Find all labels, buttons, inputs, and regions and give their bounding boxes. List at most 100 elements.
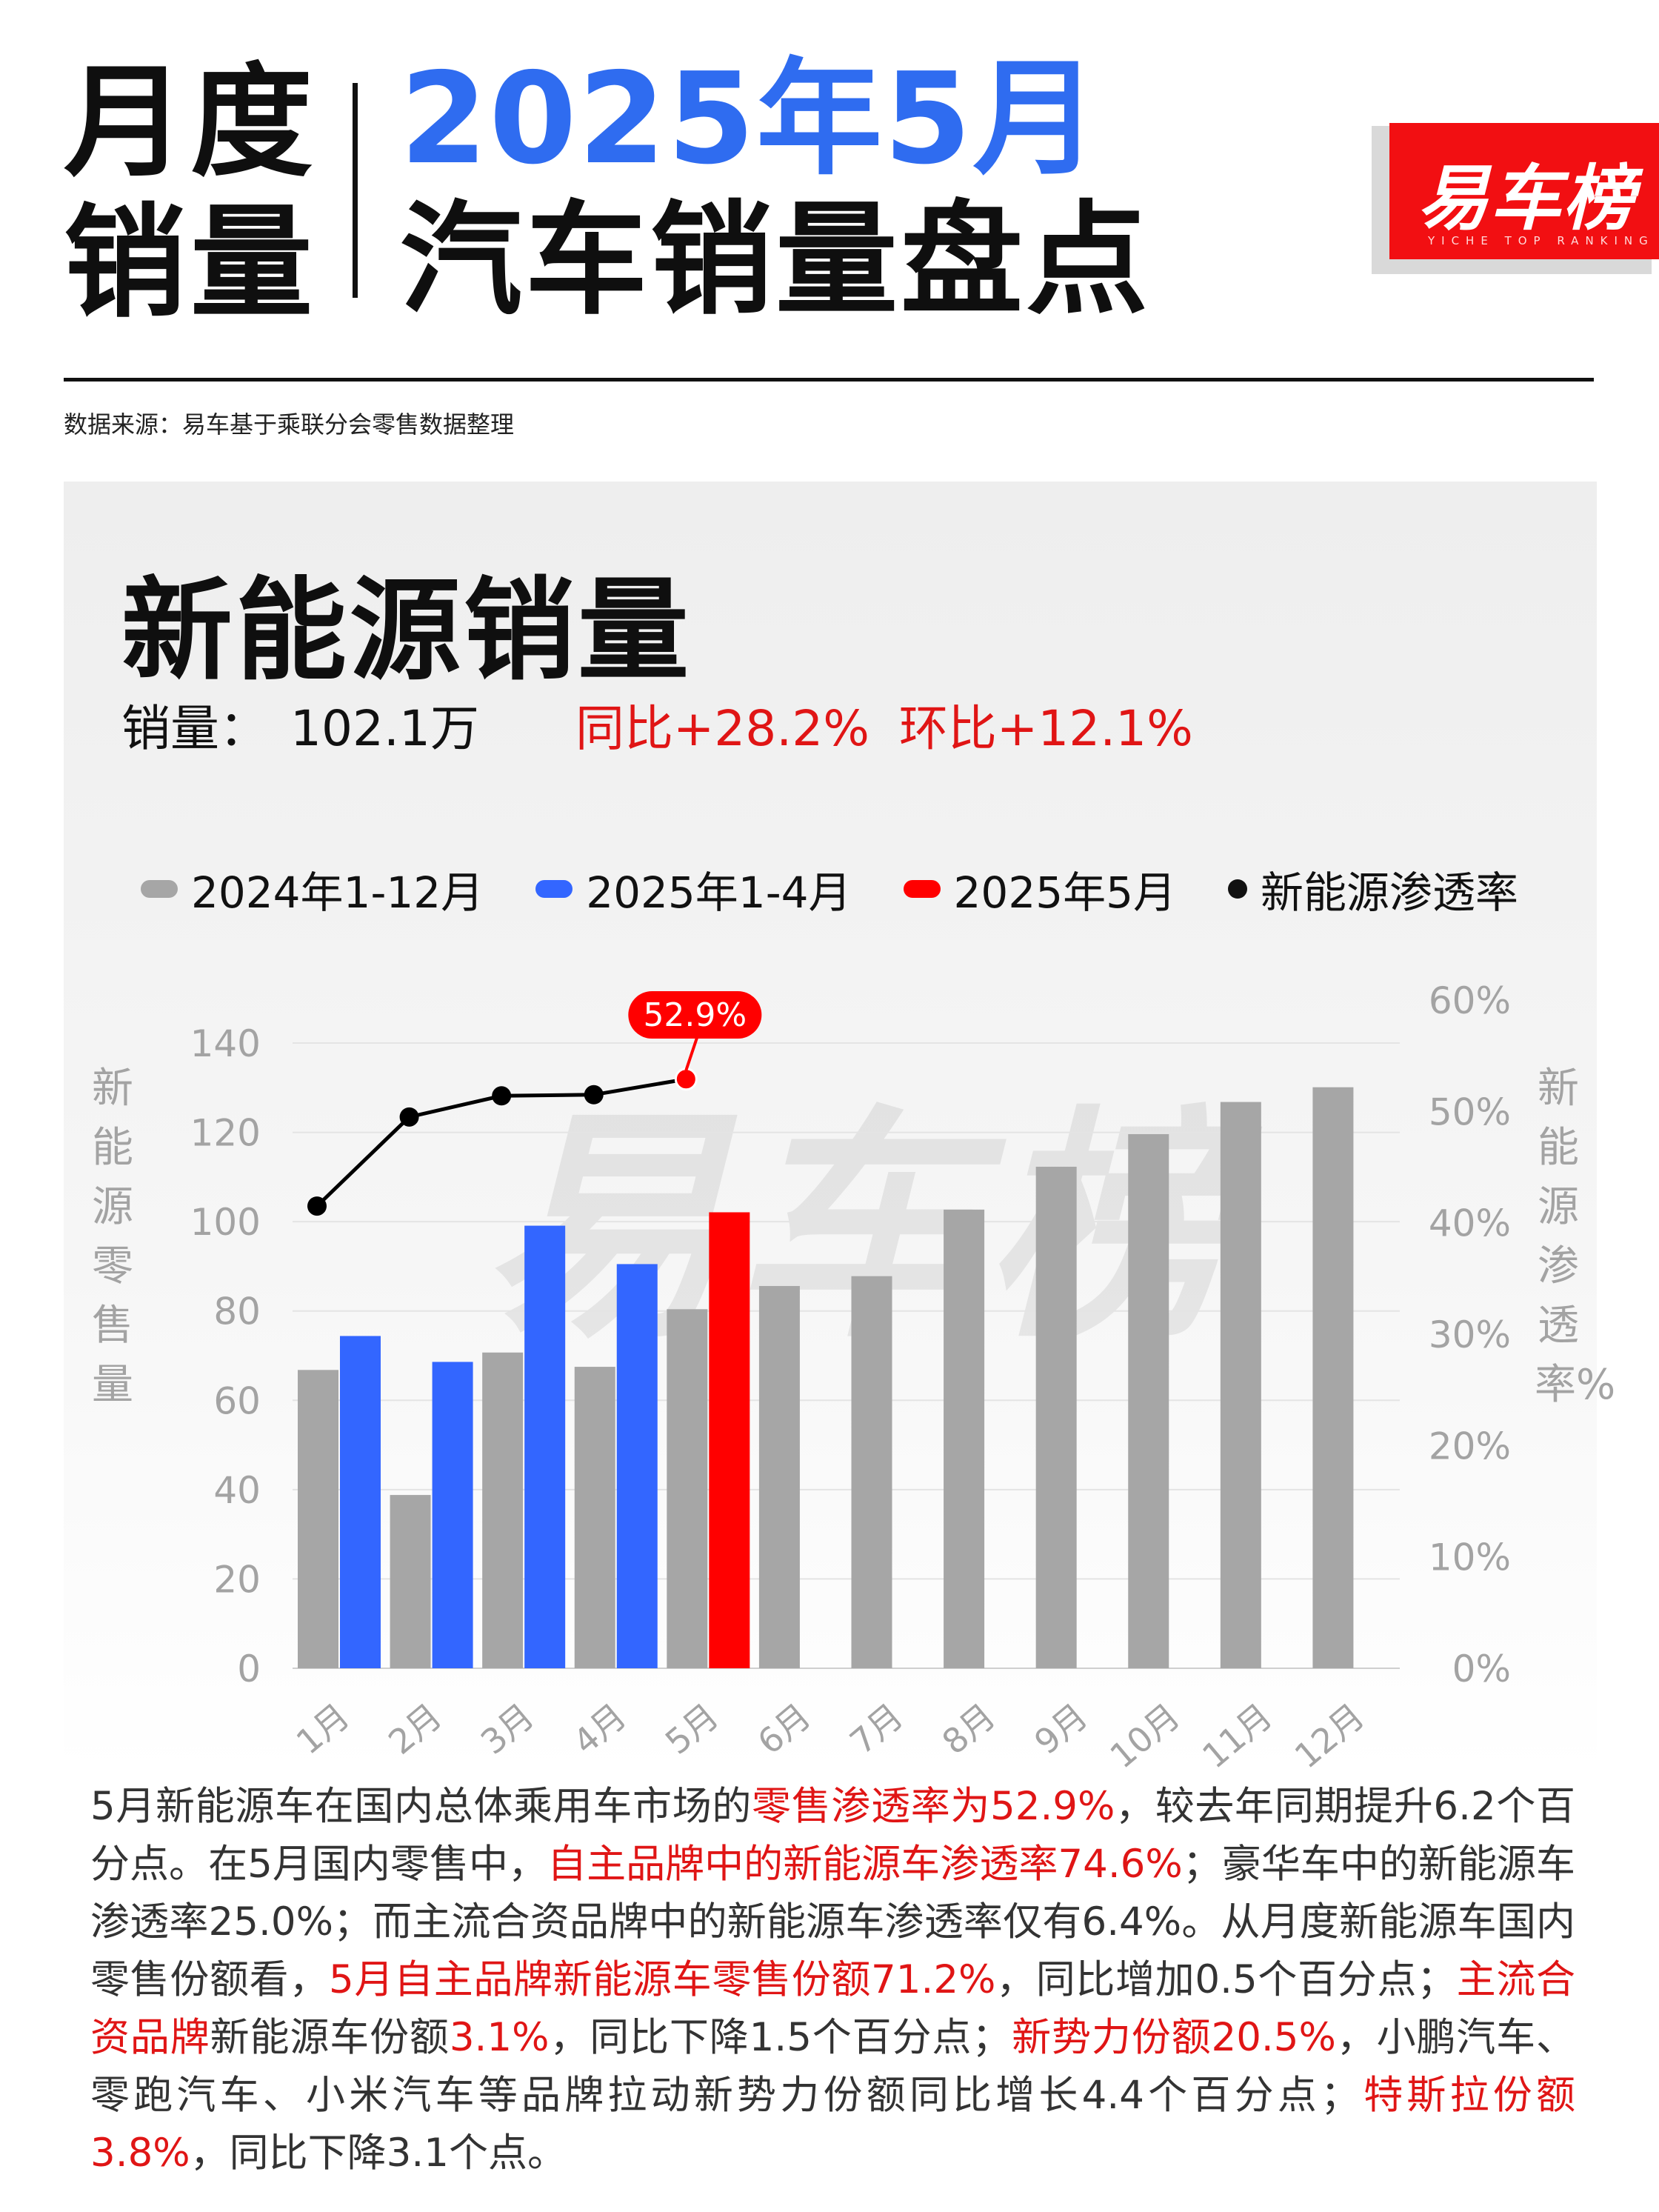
highlight-text: 主流合资品牌 xyxy=(90,1957,1576,2060)
logo-text: 易车榜 xyxy=(1418,157,1635,240)
logo-subtext: YICHE TOP RANKING xyxy=(1428,234,1655,247)
legend-swatch-blue xyxy=(535,880,573,898)
summary-paragraph: 5月新能源车在国内总体乘用车市场的零售渗透率为52.9%，较去年同期提升6.2个… xyxy=(90,1778,1575,2182)
body-text: ，较去年同期提升6.2个百分点。在5月国内零售中， xyxy=(90,1784,1575,1887)
penetration-line-layer xyxy=(307,1067,698,1216)
mom-change: 环比+12.1% xyxy=(898,700,1193,757)
volume-label: 销量： xyxy=(121,700,268,757)
header-separator xyxy=(353,83,358,298)
y-axis-left-title: 新能源零售量 xyxy=(92,1065,133,1409)
x-tick-label: 5月 xyxy=(658,1696,726,1762)
legend-label-2025-may: 2025年5月 xyxy=(953,867,1177,918)
x-tick-label: 8月 xyxy=(935,1696,1003,1762)
x-axis-labels: 1月 2月 3月 4月 5月 6月 7月 8月 9月 10月 11月 12月 xyxy=(289,1696,1372,1776)
y-left-tick-label: 20 xyxy=(213,1558,261,1601)
bar-2025-4月 xyxy=(616,1264,658,1668)
annotation-label: 52.9% xyxy=(643,996,747,1034)
chart-legend: 2024年1-12月 2025年1-4月 2025年5月 新能源渗透率 xyxy=(0,859,1659,919)
annotation-bubble xyxy=(628,991,762,1039)
legend-item-2025-may: 2025年5月 xyxy=(903,858,1177,920)
gridlines xyxy=(293,1042,1400,1669)
header-divider xyxy=(64,378,1594,382)
volume-value: 102.1万 xyxy=(290,700,479,757)
y-left-tick-label: 140 xyxy=(190,1022,261,1065)
body-text: 新能源车份额 xyxy=(210,2015,450,2060)
y-right-tick-label: 0% xyxy=(1452,1648,1511,1690)
x-tick-label: 9月 xyxy=(1027,1696,1095,1762)
legend-swatch-red xyxy=(903,880,941,898)
body-text: ，同比增加0.5个百分点； xyxy=(995,1957,1457,2002)
y-right-tick-label: 40% xyxy=(1429,1202,1511,1245)
header-title-date: 2025年5月 xyxy=(400,46,1101,193)
header-left-line2: 销量 xyxy=(64,192,317,334)
y-left-tick-label: 100 xyxy=(190,1201,261,1244)
x-tick-label: 12月 xyxy=(1287,1696,1372,1776)
y-axis-right-ticks: 0% 10% 20% 30% 40% 50% 60% xyxy=(1429,979,1511,1690)
y-left-tick-label: 0 xyxy=(237,1648,261,1690)
y-right-tick-label: 60% xyxy=(1429,979,1511,1022)
bar-2024-11月 xyxy=(1220,1102,1261,1668)
x-tick-label: 11月 xyxy=(1195,1696,1280,1776)
highlight-text: 特斯拉份额3.8% xyxy=(90,2073,1575,2176)
y-left-tick-label: 120 xyxy=(190,1112,261,1155)
yoy-change: 同比+28.2% xyxy=(575,700,869,757)
x-tick-label: 1月 xyxy=(289,1696,357,1762)
y-right-tick-label: 10% xyxy=(1429,1536,1511,1579)
y-left-tick-label: 80 xyxy=(213,1290,261,1333)
y-axis-left-ticks: 0 20 40 60 80 100 120 140 xyxy=(190,1022,261,1690)
x-tick-label: 6月 xyxy=(750,1696,818,1762)
y-left-tick-label: 40 xyxy=(213,1469,261,1512)
body-text: ；豪华车中的新能源车渗透率25.0%；而主流合资品牌中的新能源车渗透率仅有6.4… xyxy=(90,1842,1576,2002)
bar-2024-9月 xyxy=(1035,1166,1077,1668)
highlight-text: 自主品牌中的新能源车渗透率74.6% xyxy=(547,1842,1183,1887)
bar-2024-6月 xyxy=(758,1285,800,1668)
annotation-leader xyxy=(684,1036,699,1071)
data-source-note: 数据来源：易车基于乘联分会零售数据整理 xyxy=(64,410,515,439)
bars xyxy=(298,1087,1354,1668)
x-tick-label: 2月 xyxy=(381,1696,449,1762)
x-tick-label: 4月 xyxy=(565,1696,633,1762)
legend-label-penetration: 新能源渗透率 xyxy=(1261,867,1519,918)
header-left-line1: 月度 xyxy=(64,51,317,193)
header-title-main: 汽车销量盘点 xyxy=(400,189,1151,331)
penetration-point-may xyxy=(674,1067,698,1091)
legend-dot-black xyxy=(1228,879,1248,899)
x-tick-label: 3月 xyxy=(473,1696,541,1762)
y-right-tick-label: 30% xyxy=(1429,1313,1511,1356)
legend-label-2024: 2024年1-12月 xyxy=(190,867,484,918)
highlight-text: 零售渗透率为52.9% xyxy=(752,1784,1115,1829)
x-tick-label: 10月 xyxy=(1103,1696,1188,1776)
legend-item-penetration: 新能源渗透率 xyxy=(1228,858,1518,920)
body-text: 5月新能源车在国内总体乘用车市场的 xyxy=(90,1784,752,1829)
legend-label-2025-jan-apr: 2025年1-4月 xyxy=(586,867,852,918)
y-right-tick-label: 20% xyxy=(1429,1425,1511,1468)
legend-item-2024: 2024年1-12月 xyxy=(140,858,484,920)
body-text: ，同比下降1.5个百分点； xyxy=(549,2015,1012,2060)
highlight-text: 新势力份额20.5% xyxy=(1011,2015,1336,2060)
bar-2024-10月 xyxy=(1128,1133,1169,1668)
bar-2025-2月 xyxy=(432,1362,473,1668)
y-left-tick-label: 60 xyxy=(213,1379,261,1422)
legend-swatch-gray xyxy=(140,880,178,898)
bar-2024-3月 xyxy=(482,1352,524,1668)
bar-2024-5月 xyxy=(667,1309,708,1668)
penetration-point xyxy=(492,1086,512,1106)
bar-2024-1月 xyxy=(298,1370,338,1668)
body-text: ，小鹏汽车、零跑汽车、小米汽车等品牌拉动新势力份额同比增长4.4个百分点； xyxy=(90,2015,1576,2118)
bar-2025-3月 xyxy=(524,1225,566,1668)
highlight-text: 5月自主品牌新能源车零售份额71.2% xyxy=(329,1957,996,2002)
panel-title: 新能源销量 xyxy=(121,567,692,696)
sales-stats: 销量： 102.1万 同比+28.2% 环比+12.1% xyxy=(121,689,1193,760)
penetration-point xyxy=(584,1085,604,1105)
x-tick-label: 7月 xyxy=(842,1696,910,1762)
bar-2025-may xyxy=(709,1212,750,1668)
bar-2024-7月 xyxy=(851,1276,892,1668)
highlight-text: 3.1% xyxy=(449,2015,550,2060)
bar-2024-4月 xyxy=(574,1367,615,1668)
legend-item-2025-jan-apr: 2025年1-4月 xyxy=(535,858,852,920)
penetration-point xyxy=(399,1107,419,1127)
bar-2024-8月 xyxy=(944,1209,985,1668)
y-right-tick-label: 50% xyxy=(1429,1090,1511,1133)
bar-2024-2月 xyxy=(390,1495,431,1668)
